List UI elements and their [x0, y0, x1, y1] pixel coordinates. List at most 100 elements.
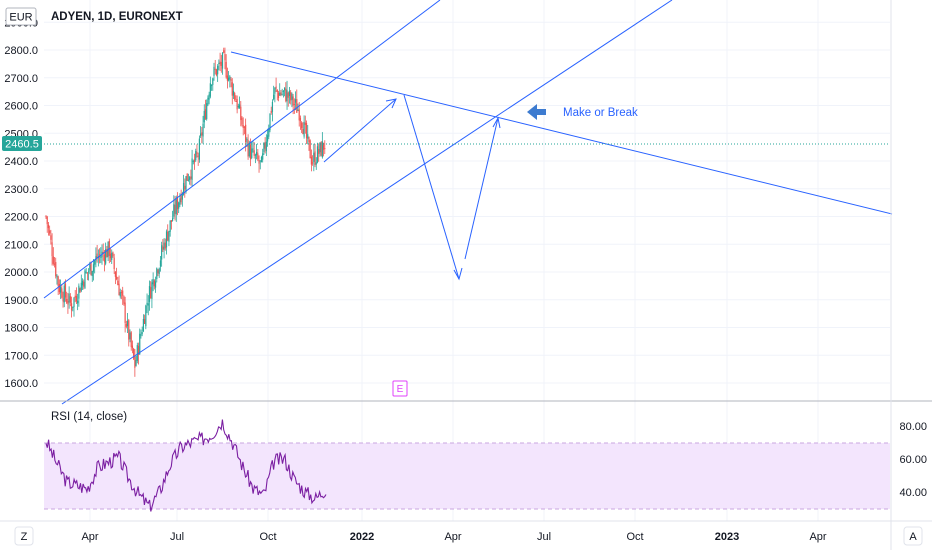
candle-body	[274, 87, 276, 94]
drawings-layer[interactable]	[43, 0, 893, 405]
candle-body	[269, 113, 271, 131]
candle-body	[265, 141, 267, 152]
candle-body	[223, 50, 225, 53]
candle-body	[111, 252, 113, 260]
candle-body	[169, 220, 171, 232]
candle-body	[203, 110, 205, 123]
candle-body	[158, 268, 160, 274]
price-axis[interactable]: 2900.02800.02700.02600.02500.02400.02300…	[4, 17, 38, 390]
candle-body	[256, 151, 258, 156]
candle-body	[60, 286, 62, 293]
forecast-arrowhead-3	[492, 116, 501, 129]
candle-body	[213, 66, 215, 76]
candle-body	[219, 61, 221, 64]
candle-body	[235, 101, 237, 103]
candle-body	[253, 150, 255, 156]
price-tick-label: 2800.0	[4, 45, 38, 57]
candle-body	[185, 176, 187, 193]
upper-channel-line[interactable]	[43, 0, 441, 299]
rsi-title: RSI (14, close)	[51, 411, 127, 423]
candle-body	[214, 68, 216, 70]
candle-body	[175, 199, 177, 215]
earnings-marker-label: E	[397, 384, 404, 395]
candle-body	[148, 286, 151, 302]
candle-body	[247, 139, 249, 157]
candle-body	[276, 90, 278, 92]
candle-body	[260, 157, 263, 163]
candle-body	[140, 334, 142, 336]
candle-body	[103, 254, 106, 262]
candle-body	[163, 242, 165, 250]
time-tick-label: Jul	[537, 531, 551, 543]
candle-body	[251, 148, 253, 158]
forecast-path-up[interactable]	[323, 98, 397, 163]
candle-body	[224, 54, 226, 61]
time-axis[interactable]: Apr Jul Oct 2022 Apr Jul Oct 2023 Apr	[81, 531, 826, 543]
candle-body	[225, 61, 227, 78]
forecast-path-down[interactable]	[403, 94, 460, 280]
candle-body	[157, 270, 159, 273]
resistance-trendline[interactable]	[230, 51, 893, 215]
candle-body	[91, 271, 93, 277]
time-tick-label: 2023	[715, 531, 739, 543]
candle-body	[298, 109, 300, 121]
candle-body	[69, 296, 71, 303]
candle-body	[191, 158, 193, 180]
candle-body	[221, 52, 224, 69]
currency-label: EUR	[9, 12, 32, 24]
candle-body	[308, 136, 310, 142]
candle-body	[236, 98, 238, 110]
candle-body	[64, 283, 67, 298]
price-tick-label: 2100.0	[4, 239, 38, 251]
currency-badge[interactable]	[5, 7, 37, 26]
candle-body	[313, 152, 315, 162]
candle-body	[268, 128, 270, 137]
candle-body	[178, 202, 180, 209]
candle-body	[257, 153, 259, 160]
candle-body	[249, 144, 252, 160]
candle-body	[70, 303, 73, 311]
rsi-axis[interactable]: 80.00 60.00 40.00	[899, 421, 927, 499]
candle-body	[47, 224, 50, 229]
candle-body	[248, 143, 250, 157]
candle-body	[124, 302, 126, 324]
price-tick-label: 2400.0	[4, 156, 38, 168]
zoom-button[interactable]	[14, 526, 34, 546]
candle-body	[181, 194, 183, 200]
lower-channel-line[interactable]	[61, 0, 673, 405]
auto-scale-button[interactable]	[903, 526, 923, 546]
candle-body	[316, 146, 319, 163]
candle-body	[230, 79, 232, 82]
price-tick-label: 2700.0	[4, 73, 38, 85]
candle-body	[145, 305, 147, 327]
candle-body	[74, 295, 76, 298]
candle-body	[243, 126, 246, 128]
candle-body	[309, 140, 311, 159]
candle-body	[161, 245, 163, 260]
candle-body	[58, 283, 60, 293]
candle-body	[88, 271, 90, 273]
candle-body	[55, 262, 57, 277]
candle-body	[318, 149, 320, 154]
candle-body	[172, 218, 174, 221]
candle-body	[186, 173, 188, 181]
candle-body	[83, 281, 85, 287]
candle-body	[96, 253, 98, 259]
candle-body	[139, 333, 141, 355]
candle-body	[116, 276, 118, 280]
grid	[44, 0, 890, 521]
candle-body	[275, 86, 277, 89]
forecast-path-rebound[interactable]	[464, 117, 499, 260]
candle-body	[62, 298, 64, 302]
last-price-label: 2460.5	[5, 139, 39, 151]
price-tick-label: 2300.0	[4, 184, 38, 196]
candle-body	[208, 94, 210, 100]
candle-body	[179, 198, 181, 205]
earnings-marker[interactable]	[392, 380, 408, 397]
candle-body	[73, 297, 75, 308]
forecast-arrowhead-2	[453, 267, 463, 281]
candle-body	[180, 195, 182, 203]
candle-body	[262, 153, 264, 160]
candle-body	[144, 319, 146, 325]
